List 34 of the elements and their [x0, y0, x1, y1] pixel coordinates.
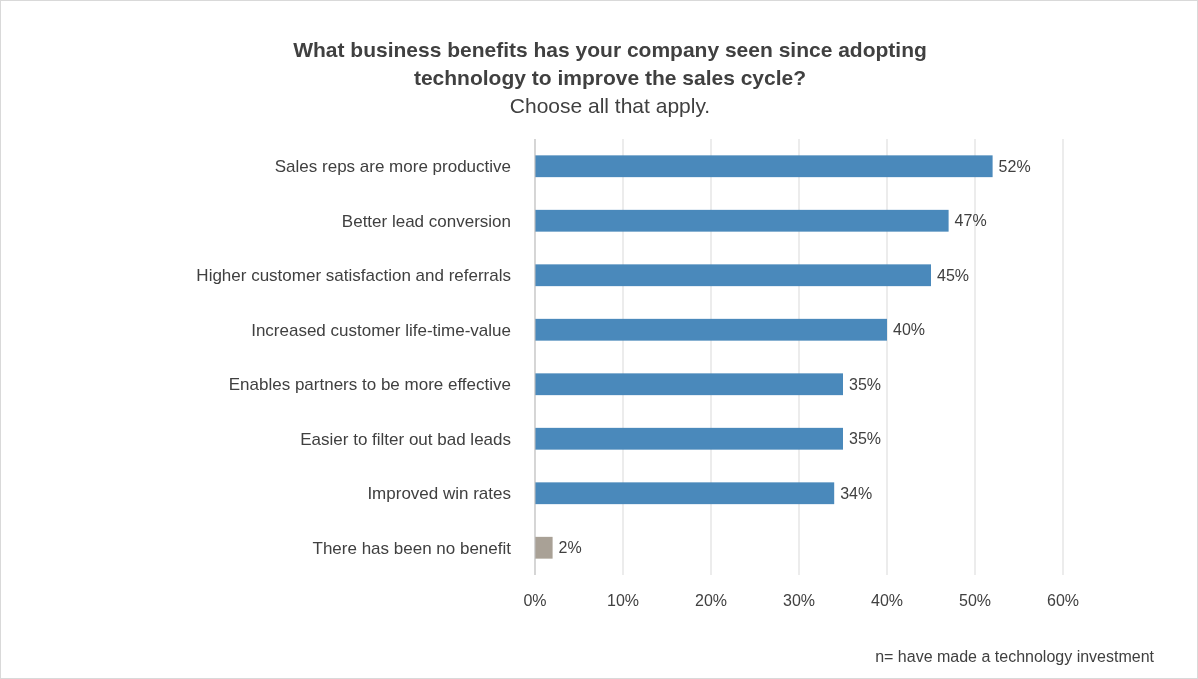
x-tick-label: 0%	[523, 592, 547, 609]
x-tick-label: 60%	[1046, 592, 1080, 609]
x-tick-label: 40%	[870, 592, 904, 609]
y-tick-label: Sales reps are more productive	[274, 157, 511, 177]
data-label: 47%	[954, 212, 987, 230]
y-tick-label: Increased customer life-time-value	[251, 320, 511, 340]
data-label: 35%	[849, 430, 882, 448]
text: n= have made a technology investment	[875, 648, 1155, 665]
data-label: 45%	[937, 266, 970, 284]
data-label: 2%	[558, 539, 582, 557]
x-tick-label: 20%	[694, 592, 728, 609]
bar	[535, 209, 949, 232]
bar	[535, 155, 993, 178]
y-tick-label: Enables partners to be more effective	[228, 375, 511, 395]
chart-title: What business benefits has your company seen since adopting technology to improve the sales cycle?	[293, 38, 927, 89]
y-tick-label: Higher customer satisfaction and referrals	[196, 266, 511, 286]
x-tick-label: 10%	[606, 592, 640, 609]
data-label: 34%	[840, 484, 873, 502]
data-label: 52%	[998, 157, 1031, 175]
data-label: 35%	[849, 375, 882, 393]
bar	[535, 427, 843, 450]
y-tick-label: Easier to filter out bad leads	[300, 429, 511, 449]
x-tick-label: 30%	[782, 592, 816, 609]
bar	[535, 482, 835, 505]
data-label: 40%	[893, 321, 926, 339]
bar	[535, 373, 843, 396]
x-tick-label: 50%	[958, 592, 992, 609]
y-tick-label: Improved win rates	[367, 484, 511, 504]
y-tick-label: There has been no benefit	[312, 538, 512, 558]
y-tick-label: Better lead conversion	[341, 211, 511, 231]
bar	[535, 536, 553, 559]
bar	[535, 318, 887, 341]
bar	[535, 264, 931, 287]
chart-subtitle: Choose all that apply.	[509, 94, 711, 117]
